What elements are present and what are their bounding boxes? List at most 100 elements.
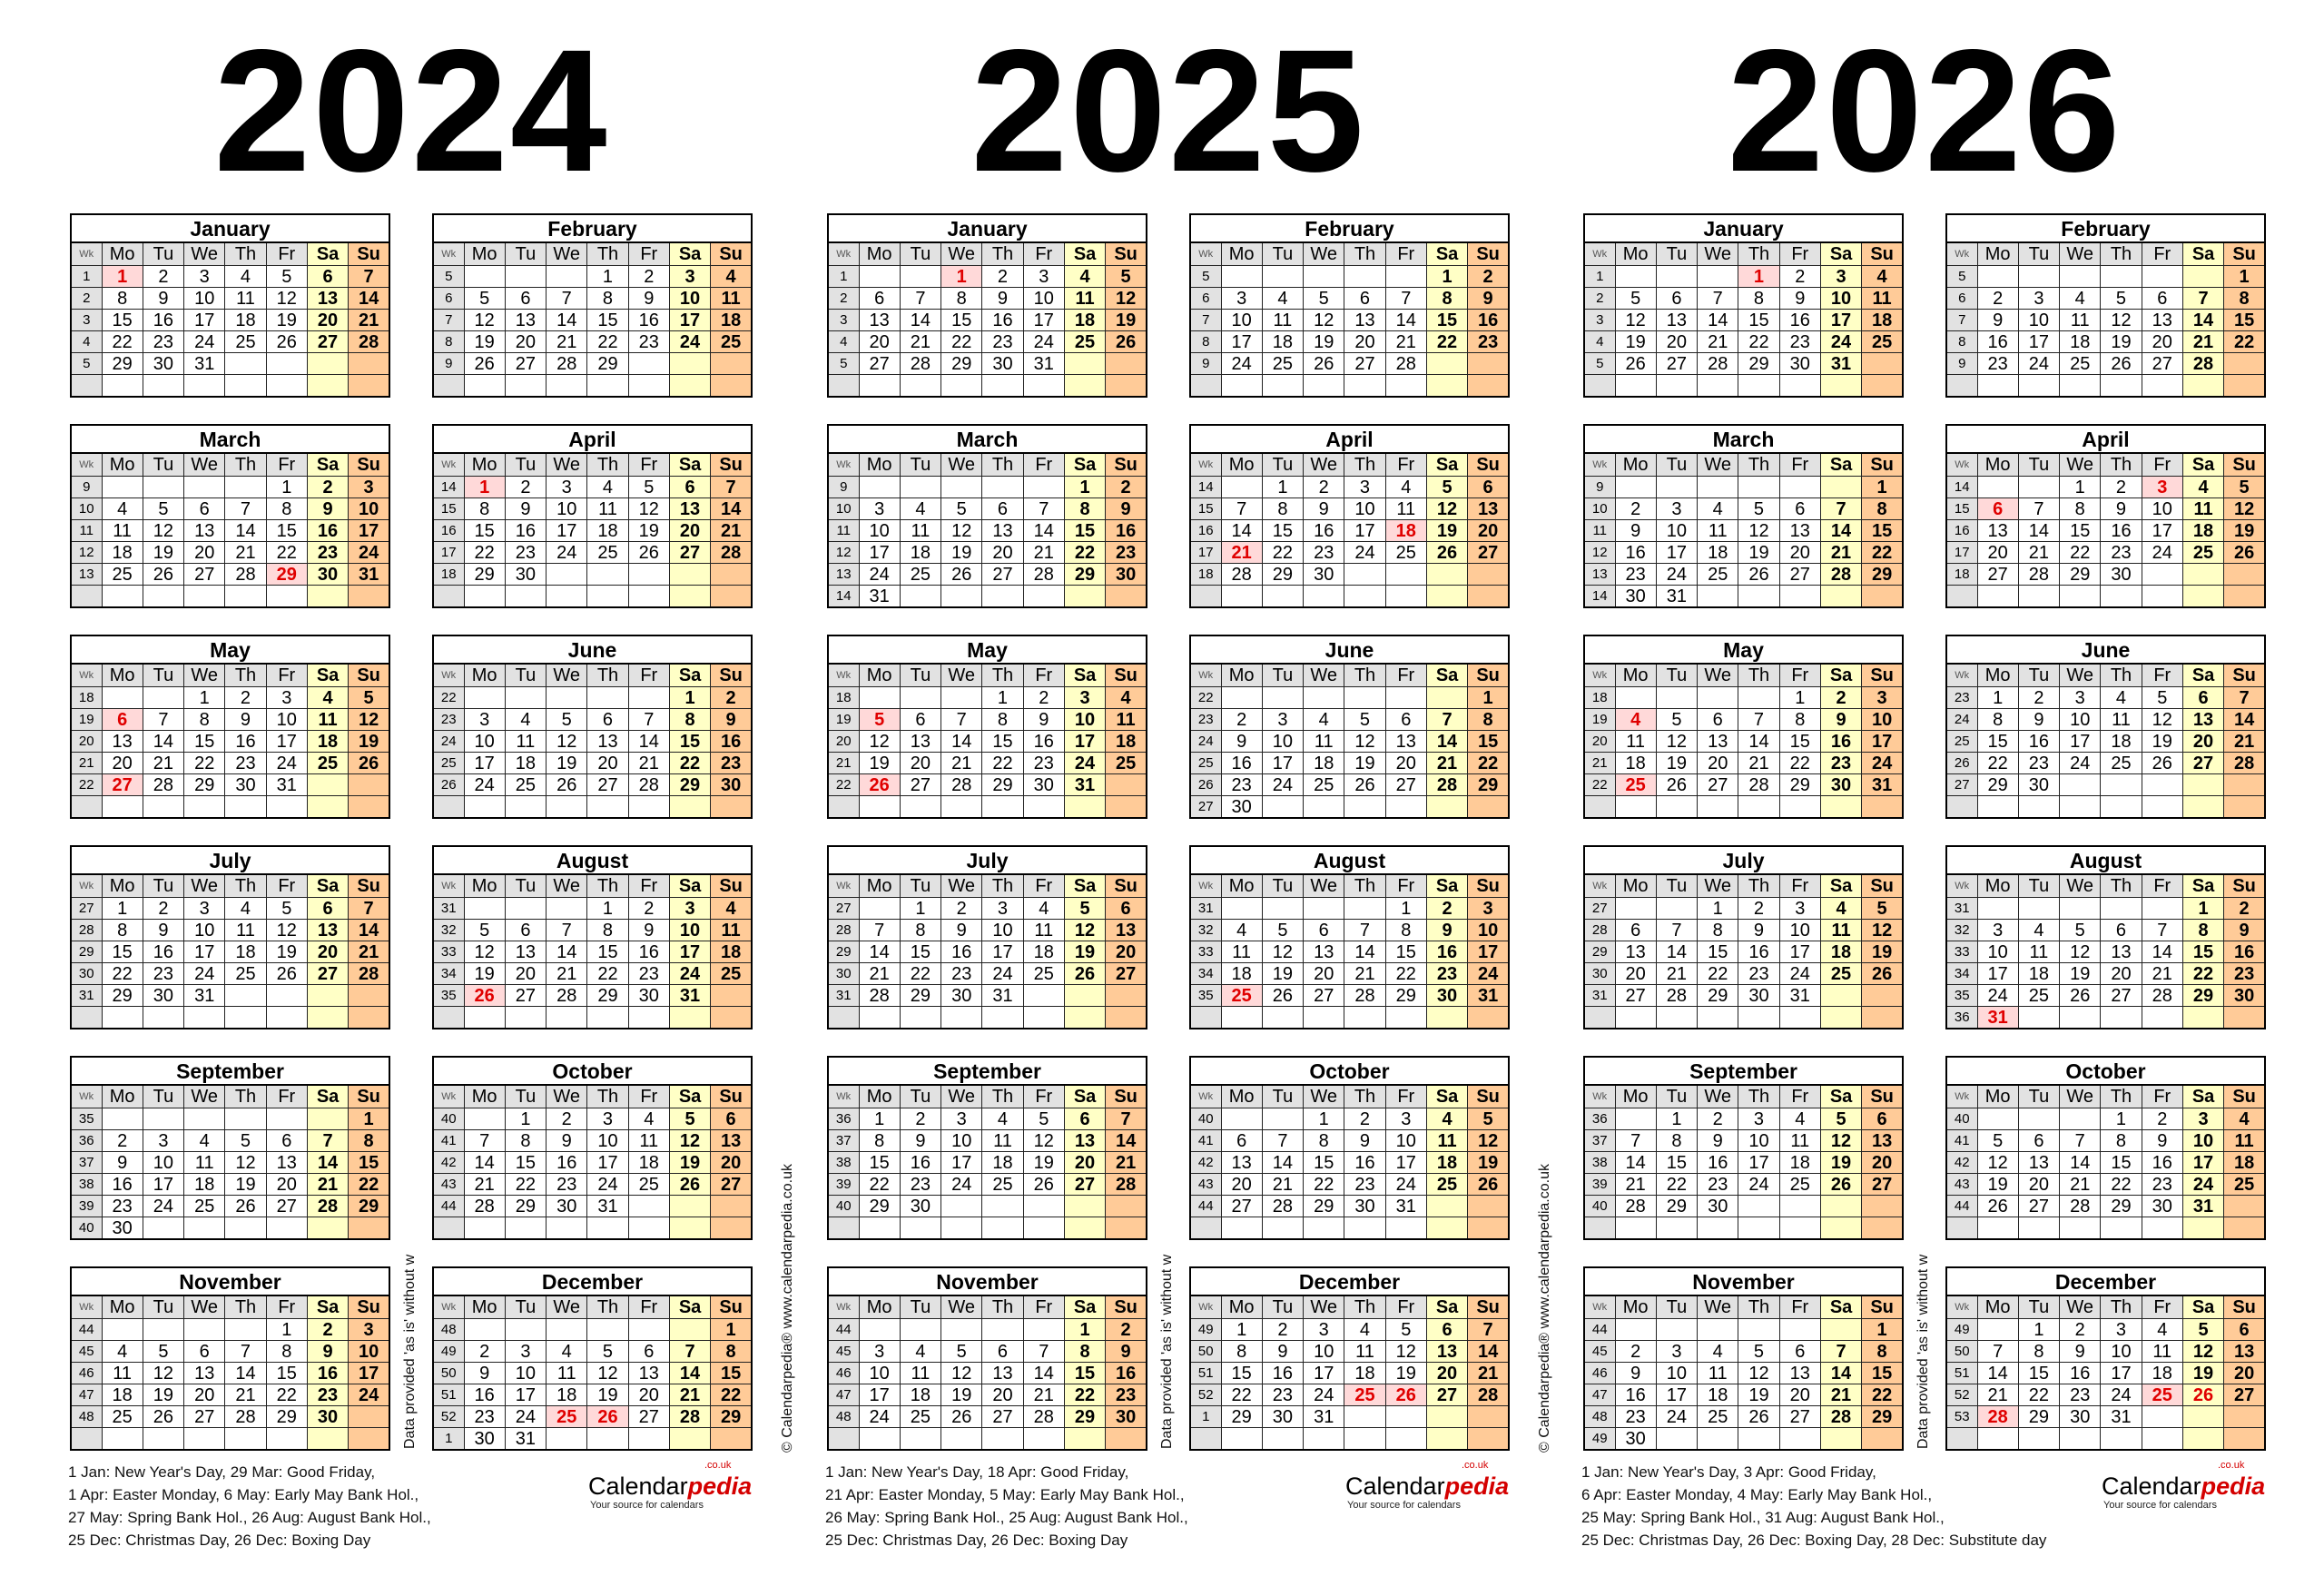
day-cell: 4 xyxy=(2223,1108,2266,1130)
copyright-vertical-text[interactable]: © Calendarpedia® www.calendarpedia.co.uk xyxy=(780,1164,795,1453)
weekday-header-row: Wk Mo Tu We Th Fr Sa Su xyxy=(1189,452,1510,477)
day-cell xyxy=(981,476,1024,498)
weekday-header: Mo xyxy=(1976,241,2019,266)
day-cell: 29 xyxy=(1976,773,2019,796)
week-row: 40 1 2 3 4 5 xyxy=(1189,1108,1510,1130)
day-cell: 29 xyxy=(463,563,506,586)
day-cell: 16 xyxy=(463,1384,506,1406)
weekday-header: Wk xyxy=(827,1295,860,1319)
week-number: 2 xyxy=(827,287,860,310)
day-cell: 17 xyxy=(1303,1362,1345,1384)
day-cell xyxy=(2223,1195,2266,1217)
day-cell: 4 xyxy=(546,1340,588,1363)
week-number: 18 xyxy=(1189,563,1222,586)
day-cell: 5 xyxy=(1303,287,1345,310)
day-cell xyxy=(710,1195,753,1217)
day-cell xyxy=(668,1006,712,1029)
week-row: 14 1 2 3 4 5 6 xyxy=(1189,476,1510,498)
weekday-header: Th xyxy=(1738,241,1780,266)
day-cell xyxy=(1261,1108,1305,1130)
day-cell xyxy=(1022,476,1065,498)
day-cell xyxy=(348,374,390,398)
week-number: 36 xyxy=(1583,1108,1616,1130)
day-cell: 21 xyxy=(1614,1173,1657,1196)
day-cell: 22 xyxy=(265,1384,308,1406)
week-number: 4 xyxy=(70,330,103,353)
day-cell: 25 xyxy=(2059,352,2102,375)
week-number: 50 xyxy=(1189,1340,1222,1363)
day-cell xyxy=(1697,476,1739,498)
day-cell: 21 xyxy=(463,1173,506,1196)
weekday-header: Su xyxy=(1467,241,1510,266)
day-cell xyxy=(1384,563,1427,586)
day-cell: 3 xyxy=(981,897,1024,920)
week-number xyxy=(827,795,860,819)
day-cell: 13 xyxy=(627,1362,670,1384)
weekday-header: Tu xyxy=(504,873,547,898)
month-calendar: January Wk Mo Tu We Th Fr Sa Su 1 1 2 3 4 2 5 6 7 8 9 10 11 3 1… xyxy=(1583,213,1904,398)
week-number: 33 xyxy=(1945,941,1978,963)
day-cell xyxy=(1425,563,1469,586)
week-number: 34 xyxy=(1189,962,1222,985)
day-cell: 11 xyxy=(2141,1340,2183,1363)
holiday-day-cell: 31 xyxy=(1976,1006,2019,1029)
day-cell: 20 xyxy=(1220,1173,1263,1196)
day-cell: 6 xyxy=(1778,497,1821,520)
weekday-header: Th xyxy=(981,1295,1024,1319)
weekday-header: Th xyxy=(1344,663,1386,687)
day-cell: 23 xyxy=(981,330,1024,353)
week-row: 14 1 2 3 4 5 6 7 xyxy=(432,476,753,498)
weekday-header-row: Wk Mo Tu We Th Fr Sa Su xyxy=(432,663,753,687)
day-cell: 27 xyxy=(504,984,547,1007)
day-cell: 28 xyxy=(1022,1405,1065,1428)
day-cell: 12 xyxy=(2223,497,2266,520)
day-cell: 2 xyxy=(101,1129,143,1152)
weekday-header: Mo xyxy=(858,663,901,687)
day-cell xyxy=(1384,1405,1427,1428)
weekday-header-row: Wk Mo Tu We Th Fr Sa Su xyxy=(1189,663,1510,687)
day-cell xyxy=(2017,476,2061,498)
day-cell: 5 xyxy=(142,1340,185,1363)
weekday-header: Sa xyxy=(1063,1084,1107,1108)
day-cell: 3 xyxy=(546,476,588,498)
day-cell: 28 xyxy=(2017,563,2061,586)
weekday-header: Wk xyxy=(432,241,465,266)
calendarpedia-logo[interactable]: Calendarpedia .co.uk Your source for calen… xyxy=(2102,1461,2274,1512)
weekday-header: Su xyxy=(2223,1084,2266,1108)
week-number: 50 xyxy=(432,1362,465,1384)
weekday-header: Wk xyxy=(1583,452,1616,477)
day-cell: 23 xyxy=(2100,541,2142,564)
day-cell xyxy=(1344,585,1386,608)
week-row xyxy=(1189,1427,1510,1451)
disclaimer-vertical-text: Data provided 'as is' without w xyxy=(402,1254,418,1449)
weekday-header: Mo xyxy=(463,1295,506,1319)
day-cell xyxy=(668,1427,712,1451)
calendarpedia-logo[interactable]: Calendarpedia .co.uk Your source for calen… xyxy=(1345,1461,1518,1512)
day-cell: 8 xyxy=(348,1129,390,1152)
day-cell: 17 xyxy=(546,519,588,542)
week-number: 17 xyxy=(1189,541,1222,564)
day-cell: 13 xyxy=(504,941,547,963)
month-calendar: August Wk Mo Tu We Th Fr Sa Su 31 1 2 32 3 4 5 6 7 8 9 33 10 1… xyxy=(1945,845,2266,1029)
weekday-header: Tu xyxy=(142,873,185,898)
weekday-header: Tu xyxy=(2017,452,2061,477)
copyright-vertical-text[interactable]: © Calendarpedia® www.calendarpedia.co.uk xyxy=(1537,1164,1552,1453)
week-number: 23 xyxy=(432,708,465,731)
week-number xyxy=(1945,585,1978,608)
logo-pedia: pedia xyxy=(1444,1473,1510,1500)
week-row: 48 25 26 27 28 29 30 xyxy=(70,1405,390,1428)
week-row: 37 7 8 9 10 11 12 13 xyxy=(1583,1129,1904,1152)
day-cell: 25 xyxy=(1105,752,1147,774)
day-cell: 29 xyxy=(899,984,942,1007)
day-cell: 2 xyxy=(2017,686,2061,709)
week-row: 23 2 3 4 5 6 7 8 xyxy=(1189,708,1510,731)
week-number: 10 xyxy=(70,497,103,520)
day-cell xyxy=(858,374,901,398)
calendarpedia-logo[interactable]: Calendarpedia .co.uk Your source for calen… xyxy=(588,1461,761,1512)
week-number: 33 xyxy=(432,941,465,963)
day-cell: 5 xyxy=(1467,1108,1510,1130)
week-number: 29 xyxy=(70,941,103,963)
week-number: 9 xyxy=(1583,476,1616,498)
week-row: 12 18 19 20 21 22 23 24 xyxy=(70,541,390,564)
day-cell xyxy=(1384,374,1427,398)
